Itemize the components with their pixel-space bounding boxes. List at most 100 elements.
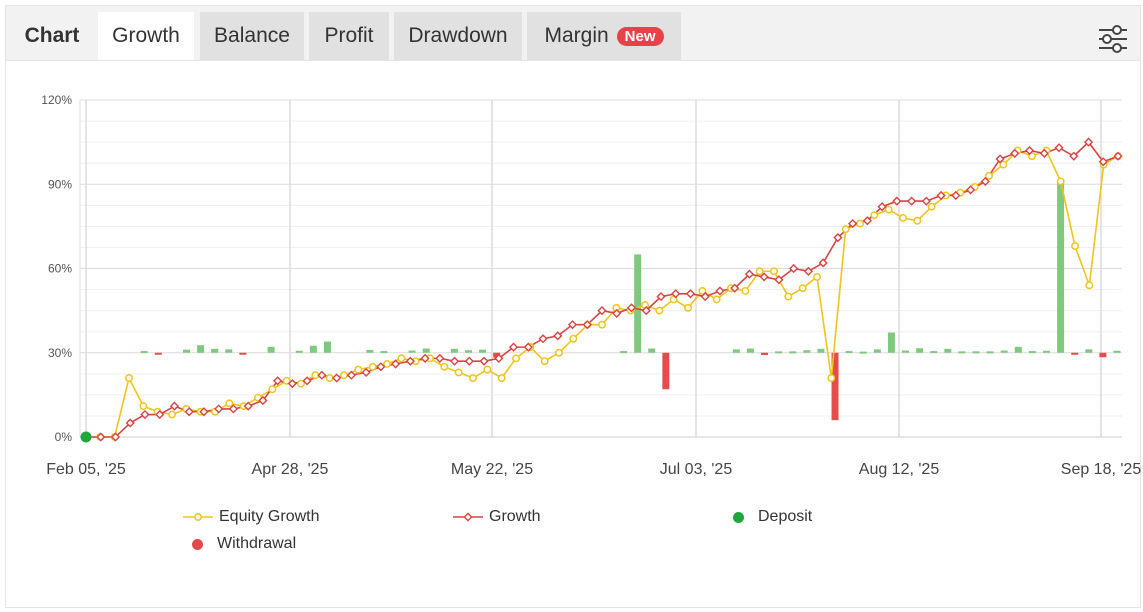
equity-growth-point [1071, 242, 1079, 250]
sliders-icon[interactable] [1096, 22, 1130, 56]
legend-item-deposit[interactable]: Deposit [729, 508, 812, 526]
bar-positive [944, 348, 952, 353]
bar-positive [887, 332, 895, 353]
equity-growth-point [1085, 281, 1094, 290]
equity-growth-point [354, 365, 363, 374]
growth-point [980, 176, 990, 187]
tab-growth[interactable]: Growth [98, 12, 194, 60]
growth-point [538, 334, 548, 344]
growth-point [494, 353, 504, 363]
chart-grid [79, 99, 1122, 438]
equity-growth-point [813, 272, 821, 281]
equity-growth-point [325, 374, 334, 382]
growth-point [612, 308, 622, 319]
growth-point [449, 356, 460, 366]
growth-point [184, 407, 194, 417]
equity-growth-point [827, 374, 836, 382]
bar-positive [1014, 346, 1022, 353]
growth-point [420, 353, 430, 363]
bar-positive [986, 351, 994, 354]
bar-negative [662, 352, 670, 390]
bar-negative [831, 352, 839, 421]
bar-positive [803, 350, 811, 353]
x-tick-label: May 22, '25 [451, 461, 533, 478]
growth-point [715, 286, 725, 296]
equity-growth-point [1056, 177, 1065, 186]
tab-balance[interactable]: Balance [200, 12, 304, 60]
growth-point [405, 356, 415, 366]
legend-item-equity-growth[interactable]: Equity Growth [183, 508, 319, 526]
growth-point [744, 269, 755, 279]
bar-negative [761, 352, 769, 355]
growth-point [553, 331, 563, 341]
bar-positive [1057, 181, 1065, 353]
growth-point [626, 303, 637, 313]
x-tick-label: Feb 05, '25 [46, 461, 126, 478]
bar-positive [197, 345, 205, 353]
equity-growth-point [841, 225, 850, 234]
equity-growth-point [569, 334, 578, 343]
bar-positive [366, 349, 374, 353]
equity-growth-point [512, 354, 520, 363]
growth-point [789, 263, 799, 274]
bar-positive [450, 348, 458, 353]
equity-growth-point [870, 211, 879, 220]
tab-chart-label: Chart [24, 24, 80, 47]
growth-point [228, 404, 239, 414]
bar-positive [408, 350, 416, 353]
bar-positive [1113, 350, 1121, 353]
equity-growth-point [225, 399, 234, 408]
x-tick-label: Apr 28, '25 [252, 461, 329, 478]
growth-chart: 0% 30% 60% 90% 120% Feb 05, '25 Apr 28, '25 Ma… [41, 93, 1142, 478]
bar-positive [902, 350, 910, 353]
x-tick-label: Sep 18, '25 [1061, 461, 1142, 478]
deposit-point [80, 431, 92, 443]
bar-series [140, 181, 1121, 421]
bar-positive [859, 351, 867, 354]
equity-growth-point [999, 160, 1008, 169]
equity-growth-point [497, 374, 506, 382]
legend-item-growth[interactable]: Growth [453, 508, 541, 526]
growth-point [567, 320, 578, 330]
bar-negative [1071, 352, 1079, 355]
equity-growth-point [1028, 152, 1036, 161]
tab-drawdown[interactable]: Drawdown [394, 12, 522, 60]
bar-positive [1028, 351, 1036, 354]
growth-point [965, 185, 976, 195]
chart-panel [5, 5, 1141, 608]
growth-point [376, 362, 386, 372]
bar-positive [182, 349, 190, 353]
bar-positive [789, 351, 797, 354]
x-tick-label: Jul 03, '25 [660, 461, 733, 478]
growth-point [258, 395, 268, 406]
growth-point [302, 376, 312, 386]
tab-bar: Chart Growth Balance Profit Drawdown Mar… [6, 6, 1140, 61]
bar-negative [239, 352, 247, 355]
y-axis: 0% 30% 60% 90% 120% [41, 93, 72, 444]
tab-profit[interactable]: Profit [309, 12, 389, 60]
y-tick-label: 120% [41, 93, 72, 107]
bar-positive [817, 348, 825, 353]
bar-positive [916, 348, 924, 353]
growth-point [582, 320, 592, 330]
bar-positive [958, 351, 966, 354]
legend-label: Deposit [758, 508, 813, 525]
equity-growth-point [397, 354, 406, 363]
bar-positive [930, 351, 938, 354]
legend-label: Withdrawal [217, 535, 297, 552]
bar-positive [972, 351, 980, 354]
equity-growth-point [268, 385, 277, 394]
new-badge: New [616, 26, 664, 46]
legend-item-withdrawal[interactable]: Withdrawal [188, 535, 296, 553]
growth-point [774, 275, 784, 285]
growth-point [951, 190, 961, 201]
equity-growth-point [368, 362, 377, 371]
equity-growth-point [282, 376, 291, 385]
legend-line-marker [183, 513, 213, 521]
equity-growth-point [770, 267, 778, 276]
bar-positive [1043, 350, 1051, 353]
growth-point [656, 291, 666, 302]
growth-point [110, 432, 121, 442]
tab-margin[interactable]: Margin New [527, 12, 681, 60]
equity-growth-point [913, 216, 922, 225]
